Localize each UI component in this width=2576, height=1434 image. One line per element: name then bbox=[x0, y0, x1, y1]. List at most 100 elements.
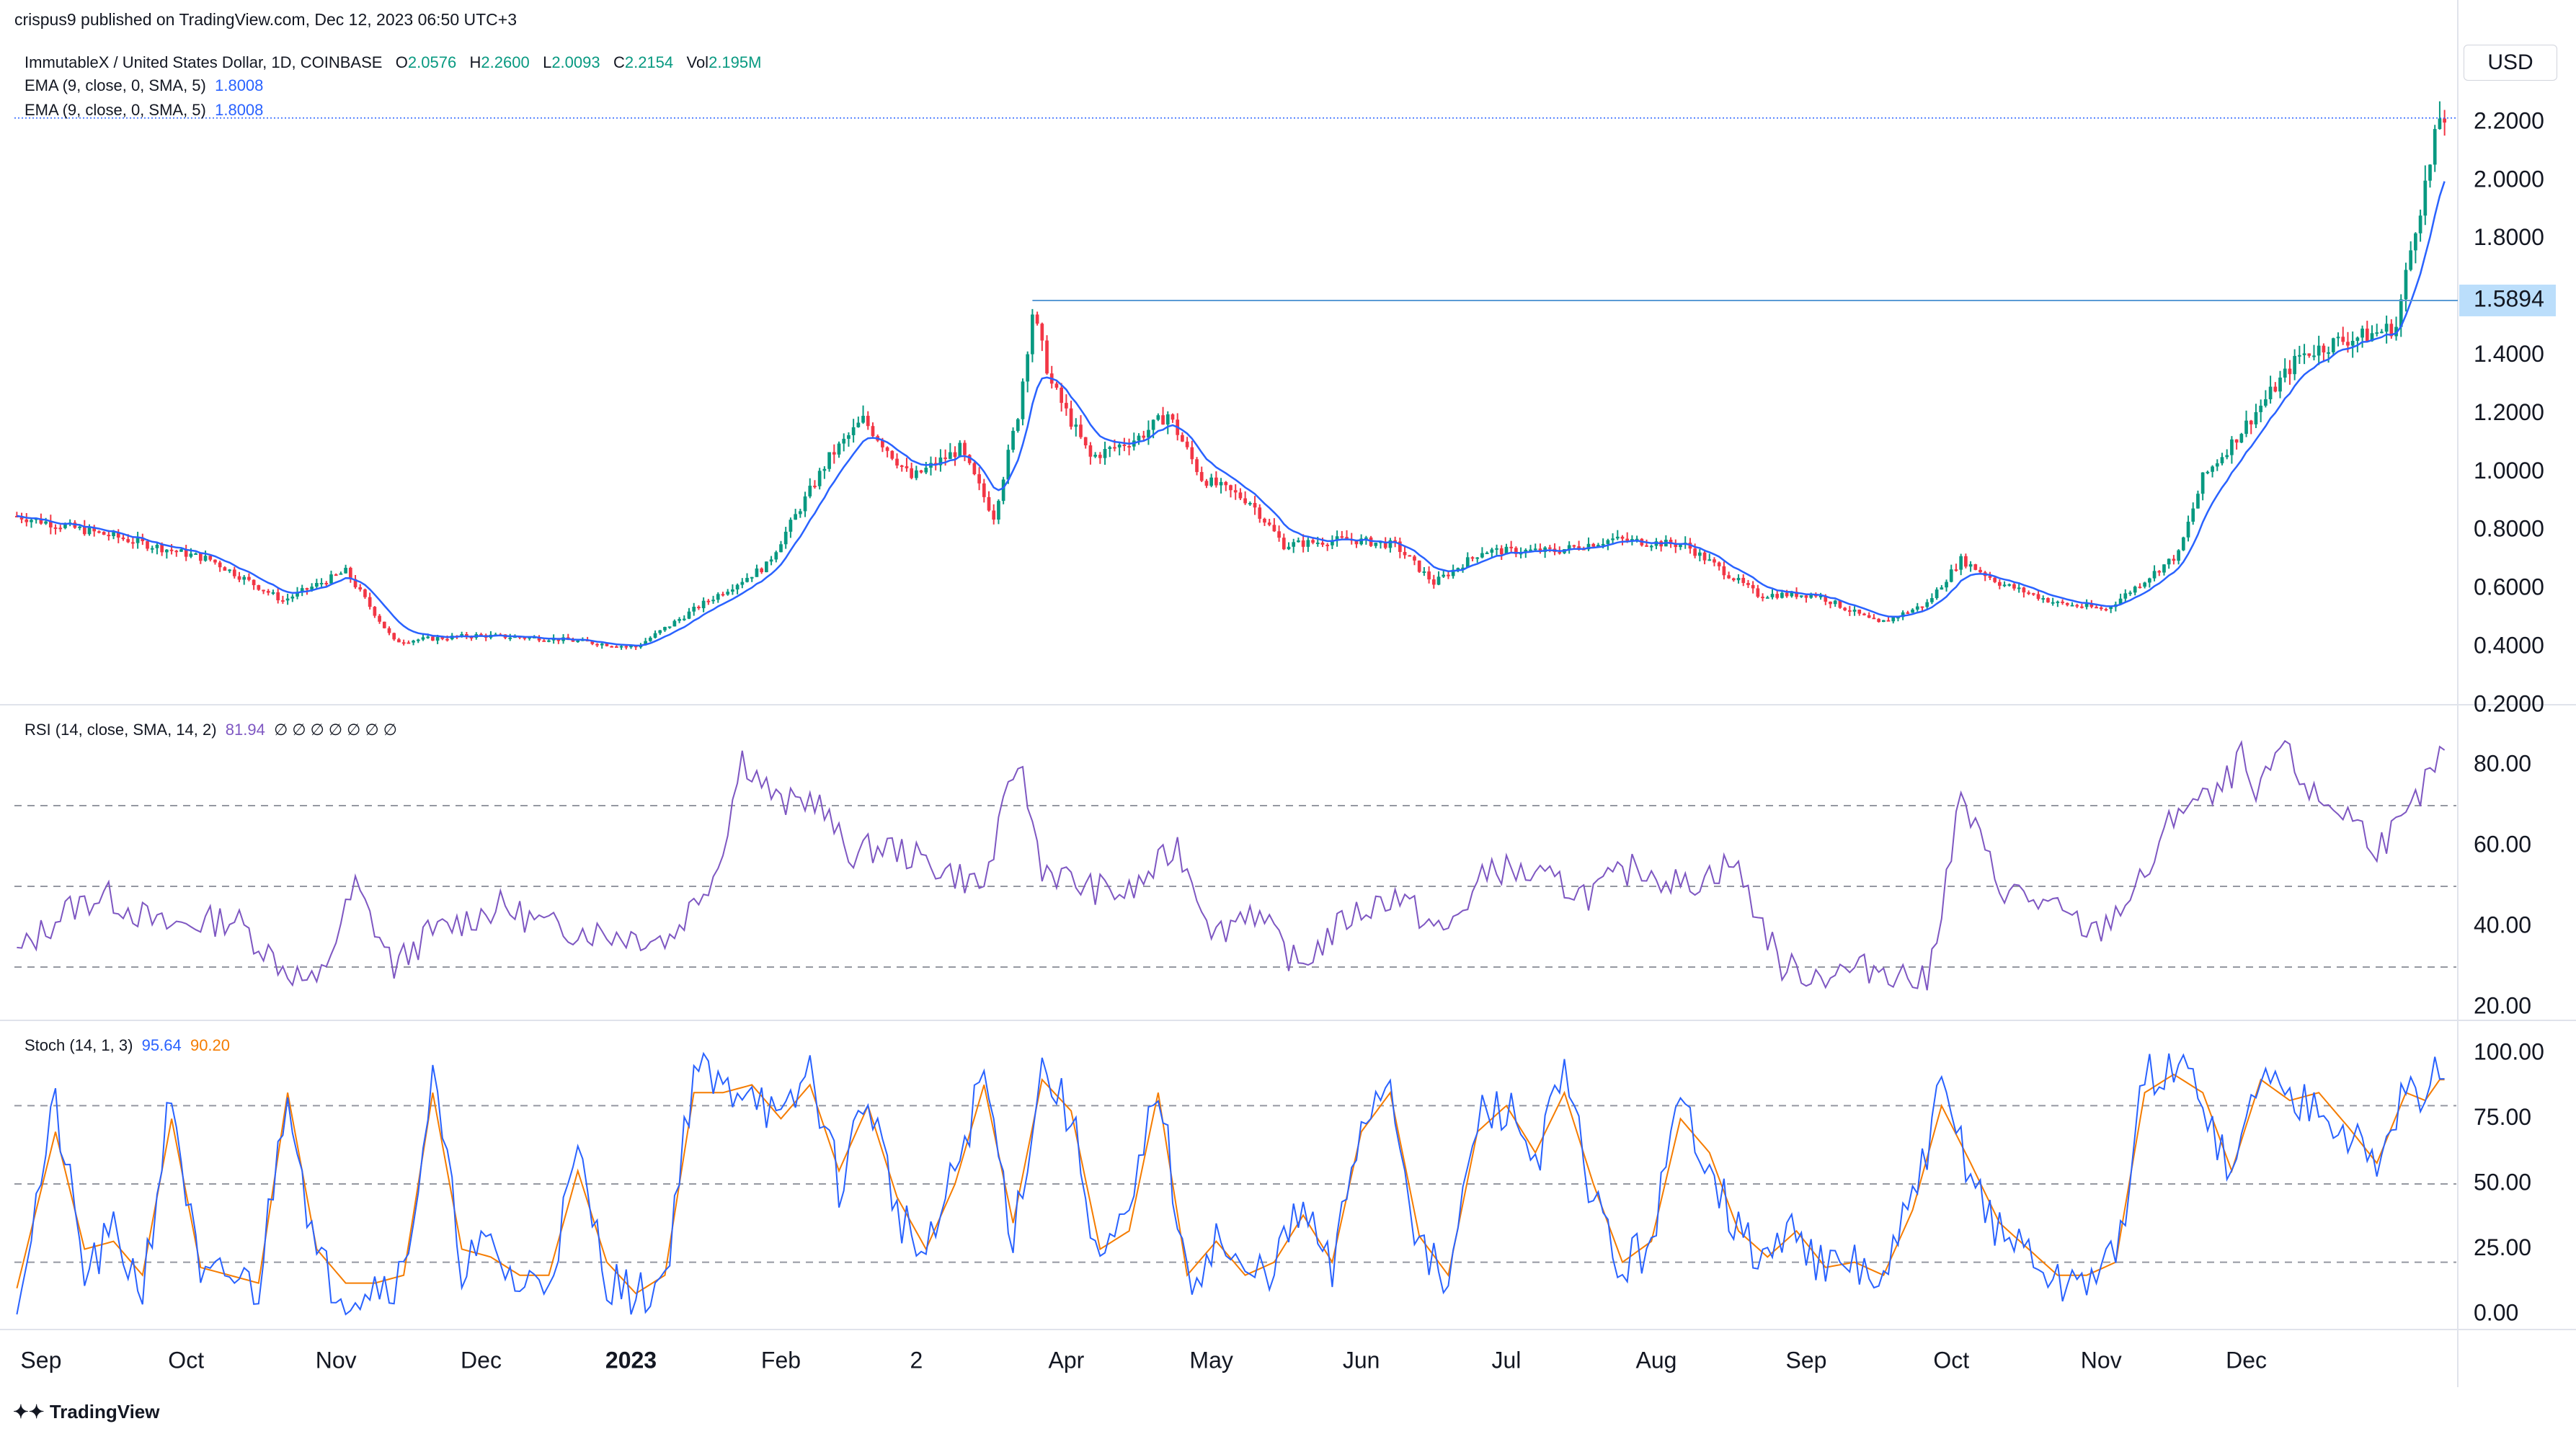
candle-body[interactable] bbox=[1151, 419, 1155, 430]
candle-body[interactable] bbox=[431, 636, 435, 641]
candle-body[interactable] bbox=[82, 526, 86, 535]
candle-body[interactable] bbox=[146, 540, 149, 549]
candle-body[interactable] bbox=[678, 619, 681, 621]
candle-body[interactable] bbox=[1436, 576, 1441, 585]
candle-body[interactable] bbox=[2249, 420, 2253, 424]
candle-body[interactable] bbox=[837, 443, 841, 455]
candle-body[interactable] bbox=[2191, 508, 2195, 522]
candle-body[interactable] bbox=[1011, 430, 1015, 450]
candle-body[interactable] bbox=[1945, 582, 1948, 588]
candle-body[interactable] bbox=[2380, 331, 2384, 334]
candle-body[interactable] bbox=[19, 516, 24, 520]
candle-body[interactable] bbox=[2259, 405, 2263, 412]
candle-body[interactable] bbox=[2099, 607, 2103, 610]
candle-body[interactable] bbox=[847, 435, 850, 439]
candle-body[interactable] bbox=[910, 468, 914, 478]
candle-body[interactable] bbox=[2138, 587, 2142, 589]
candle-body[interactable] bbox=[1669, 540, 1673, 545]
candle-body[interactable] bbox=[1920, 606, 1924, 608]
candle-body[interactable] bbox=[774, 552, 778, 560]
candle-body[interactable] bbox=[576, 641, 580, 643]
rsi-pane[interactable] bbox=[14, 739, 2456, 991]
candle-body[interactable] bbox=[266, 591, 270, 593]
candle-body[interactable] bbox=[813, 486, 817, 488]
candle-body[interactable] bbox=[1857, 609, 1862, 614]
candle-body[interactable] bbox=[2186, 521, 2190, 538]
candle-body[interactable] bbox=[938, 457, 943, 466]
candle-body[interactable] bbox=[658, 630, 662, 633]
candle-body[interactable] bbox=[242, 576, 247, 580]
candle-body[interactable] bbox=[1988, 576, 1992, 578]
candle-body[interactable] bbox=[1098, 455, 1102, 458]
candle-body[interactable] bbox=[2273, 386, 2278, 392]
candle-body[interactable] bbox=[1746, 582, 1750, 585]
candle-body[interactable] bbox=[382, 621, 386, 628]
candle-body[interactable] bbox=[1911, 609, 1914, 613]
candle-body[interactable] bbox=[407, 642, 411, 644]
candle-body[interactable] bbox=[745, 578, 749, 582]
candle-body[interactable] bbox=[987, 496, 991, 511]
candle-body[interactable] bbox=[1538, 548, 1542, 552]
candle-body[interactable] bbox=[1315, 543, 1320, 545]
candle-body[interactable] bbox=[1147, 429, 1150, 438]
candle-body[interactable] bbox=[1060, 388, 1064, 404]
candle-body[interactable] bbox=[2211, 466, 2214, 472]
candle-body[interactable] bbox=[232, 569, 236, 576]
candle-body[interactable] bbox=[141, 538, 145, 541]
candle-body[interactable] bbox=[2336, 337, 2340, 339]
candle-body[interactable] bbox=[1529, 549, 1532, 551]
candle-body[interactable] bbox=[1181, 435, 1184, 442]
candle-body[interactable] bbox=[387, 628, 391, 633]
candle-body[interactable] bbox=[1925, 602, 1929, 607]
candle-body[interactable] bbox=[271, 592, 275, 594]
candle-body[interactable] bbox=[169, 549, 174, 551]
level-price-badge[interactable] bbox=[2459, 284, 2556, 316]
candle-body[interactable] bbox=[247, 576, 251, 580]
currency-button[interactable]: USD bbox=[2464, 45, 2557, 81]
candle-body[interactable] bbox=[281, 600, 285, 602]
candle-body[interactable] bbox=[460, 633, 463, 637]
candle-body[interactable] bbox=[1359, 538, 1364, 545]
candle-body[interactable] bbox=[508, 637, 512, 639]
candle-body[interactable] bbox=[648, 638, 652, 641]
candle-body[interactable] bbox=[1282, 538, 1286, 550]
candle-body[interactable] bbox=[116, 532, 120, 538]
candle-body[interactable] bbox=[440, 637, 445, 639]
candle-body[interactable] bbox=[1069, 408, 1073, 427]
candle-body[interactable] bbox=[1224, 481, 1228, 486]
candle-body[interactable] bbox=[1142, 435, 1146, 438]
candle-body[interactable] bbox=[2220, 457, 2224, 463]
candle-body[interactable] bbox=[1727, 575, 1731, 579]
candle-body[interactable] bbox=[2007, 584, 2012, 586]
candle-body[interactable] bbox=[735, 584, 740, 589]
candle-body[interactable] bbox=[334, 574, 338, 576]
candle-body[interactable] bbox=[1451, 569, 1455, 576]
candle-body[interactable] bbox=[107, 535, 111, 537]
candle-body[interactable] bbox=[2075, 605, 2079, 607]
candle-body[interactable] bbox=[1335, 536, 1339, 541]
candle-body[interactable] bbox=[1930, 597, 1934, 602]
candle-body[interactable] bbox=[1649, 545, 1653, 548]
candle-body[interactable] bbox=[276, 592, 280, 601]
candle-body[interactable] bbox=[324, 582, 329, 584]
candle-body[interactable] bbox=[765, 561, 768, 573]
candle-body[interactable] bbox=[1320, 543, 1325, 545]
candle-body[interactable] bbox=[842, 438, 846, 444]
candle-body[interactable] bbox=[967, 455, 972, 463]
candle-body[interactable] bbox=[198, 553, 203, 561]
candle-body[interactable] bbox=[397, 639, 401, 643]
candle-body[interactable] bbox=[731, 589, 734, 592]
candle-body[interactable] bbox=[1475, 557, 1480, 559]
candle-body[interactable] bbox=[1219, 481, 1223, 486]
candle-body[interactable] bbox=[2264, 399, 2268, 406]
candle-body[interactable] bbox=[1751, 584, 1755, 589]
candle-body[interactable] bbox=[252, 579, 256, 586]
candle-body[interactable] bbox=[2322, 345, 2326, 353]
candle-body[interactable] bbox=[2041, 598, 2046, 600]
candle-body[interactable] bbox=[348, 567, 352, 579]
candle-body[interactable] bbox=[2157, 571, 2162, 573]
candle-body[interactable] bbox=[1693, 548, 1697, 556]
candle-body[interactable] bbox=[1940, 587, 1944, 590]
candle-body[interactable] bbox=[1935, 589, 1939, 598]
candle-body[interactable] bbox=[426, 636, 430, 638]
